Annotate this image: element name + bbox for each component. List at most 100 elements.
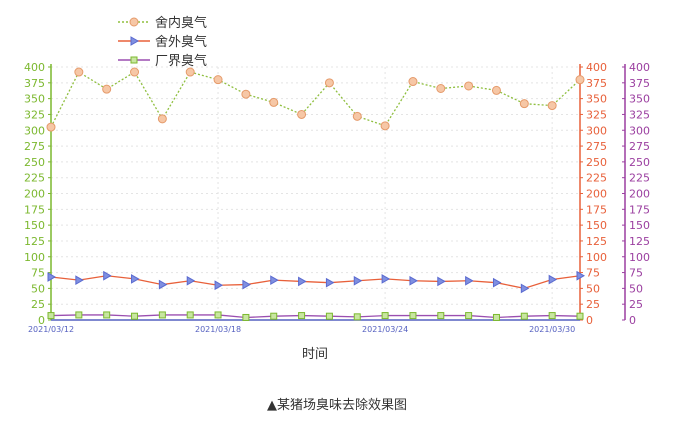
data-point xyxy=(437,312,445,320)
second-right-tick-label: 350 xyxy=(629,93,650,106)
left-tick-label: 225 xyxy=(24,172,45,185)
data-point xyxy=(103,311,111,319)
right-tick-label: 75 xyxy=(586,267,600,280)
data-point xyxy=(409,312,417,320)
data-point xyxy=(465,275,474,286)
second-right-tick-label: 375 xyxy=(629,77,650,90)
legend-marker xyxy=(130,56,138,64)
data-point xyxy=(576,270,586,281)
second-right-tick-label: 275 xyxy=(629,140,650,153)
data-point xyxy=(186,275,196,286)
data-point xyxy=(408,77,418,87)
series-line xyxy=(50,275,581,290)
data-point xyxy=(548,274,558,285)
right-tick-label: 25 xyxy=(586,298,600,311)
right-tick-label: 275 xyxy=(586,140,607,153)
left-tick-label: 150 xyxy=(24,219,45,232)
data-point xyxy=(242,313,250,321)
data-point xyxy=(131,274,140,284)
data-point xyxy=(75,311,83,319)
data-point xyxy=(520,283,530,294)
left-tick-label: 25 xyxy=(31,298,45,311)
data-point xyxy=(298,312,306,320)
legend-marker xyxy=(130,36,140,46)
x-tick-label: 2021/03/30 xyxy=(529,325,575,334)
data-point xyxy=(547,101,557,111)
second-right-tick-label: 75 xyxy=(629,267,643,280)
right-tick-label: 225 xyxy=(586,172,607,185)
data-point xyxy=(74,67,84,77)
data-point xyxy=(492,313,500,321)
second-right-tick-label: 200 xyxy=(629,188,650,201)
data-point xyxy=(185,67,195,77)
data-point xyxy=(575,75,585,85)
right-tick-label: 175 xyxy=(586,203,607,216)
second-right-tick-label: 125 xyxy=(629,235,650,248)
second-right-tick-label: 325 xyxy=(629,108,650,121)
right-tick-label: 50 xyxy=(586,282,600,295)
x-tick-label: 2021/03/18 xyxy=(195,325,241,334)
left-tick-label: 175 xyxy=(24,203,45,216)
data-point xyxy=(130,67,140,77)
data-point xyxy=(465,312,473,320)
left-tick-label: 75 xyxy=(31,267,45,280)
left-tick-label: 100 xyxy=(24,251,45,264)
data-point xyxy=(47,312,55,320)
right-tick-label: 200 xyxy=(586,188,607,201)
data-point xyxy=(158,311,166,319)
data-point xyxy=(102,84,112,94)
second-right-tick-label: 300 xyxy=(629,124,650,137)
data-point xyxy=(269,97,279,107)
left-tick-label: 400 xyxy=(24,61,45,74)
data-point xyxy=(464,81,474,91)
left-tick-label: 0 xyxy=(38,314,45,327)
data-point xyxy=(157,114,167,124)
right-tick-label: 0 xyxy=(586,314,593,327)
left-tick-label: 275 xyxy=(24,140,45,153)
data-point xyxy=(437,276,446,287)
left-tick-label: 125 xyxy=(24,235,45,248)
series-line xyxy=(50,314,581,319)
right-tick-label: 325 xyxy=(586,108,607,121)
right-tick-label: 350 xyxy=(586,93,607,106)
data-point xyxy=(353,313,361,321)
data-point xyxy=(47,272,57,282)
right-tick-label: 300 xyxy=(586,124,607,137)
data-point xyxy=(492,277,502,288)
left-tick-label: 350 xyxy=(24,93,45,106)
data-point xyxy=(436,84,446,94)
data-point xyxy=(270,312,278,320)
right-tick-label: 150 xyxy=(586,219,607,232)
data-point xyxy=(186,311,194,319)
second-right-tick-label: 100 xyxy=(629,251,650,264)
legend-label: 厂界臭气 xyxy=(155,53,207,69)
series-line xyxy=(50,71,581,128)
second-right-tick-label: 150 xyxy=(629,219,650,232)
data-point xyxy=(325,312,333,320)
left-tick-label: 325 xyxy=(24,108,45,121)
second-right-tick-label: 0 xyxy=(629,314,636,327)
left-tick-label: 375 xyxy=(24,77,45,90)
data-point xyxy=(381,312,389,320)
right-tick-label: 375 xyxy=(586,77,607,90)
data-point xyxy=(576,312,584,320)
data-point xyxy=(353,275,363,286)
second-right-tick-label: 25 xyxy=(629,298,643,311)
data-point xyxy=(297,109,307,119)
legend-marker xyxy=(129,17,139,27)
right-tick-label: 250 xyxy=(586,156,607,169)
left-tick-label: 250 xyxy=(24,156,45,169)
figure-caption: ▲某猪场臭味去除效果图 xyxy=(267,398,407,413)
right-tick-label: 100 xyxy=(586,251,607,264)
second-right-tick-label: 400 xyxy=(629,61,650,74)
second-right-tick-label: 175 xyxy=(629,203,650,216)
x-axis-title: 时间 xyxy=(302,347,328,362)
data-point xyxy=(381,274,391,284)
data-point xyxy=(241,89,251,99)
data-point xyxy=(519,99,529,109)
data-point xyxy=(548,312,556,320)
data-point xyxy=(103,270,112,281)
data-point xyxy=(520,312,528,320)
data-point xyxy=(158,279,168,290)
data-point xyxy=(325,277,335,288)
